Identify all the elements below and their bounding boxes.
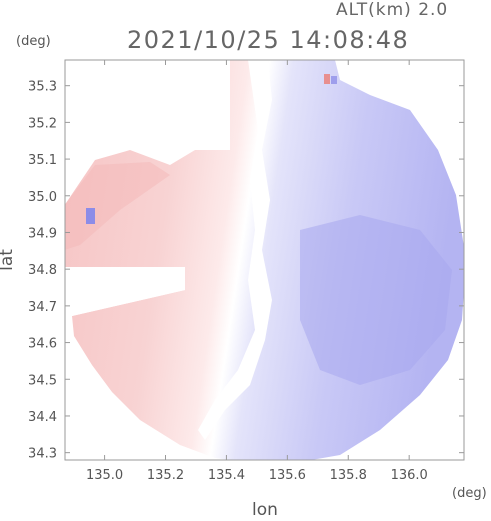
x-axis-label: lon xyxy=(252,500,278,520)
blue-spot-ne xyxy=(331,76,337,84)
y-tick-label: 35.0 xyxy=(28,190,57,205)
x-tick-label: 136.0 xyxy=(391,468,428,483)
plot-frame xyxy=(64,59,465,461)
x-tick-label: 135.4 xyxy=(208,468,245,483)
y-tick-label: 34.5 xyxy=(28,373,57,388)
y-tick-label: 34.9 xyxy=(28,226,57,241)
x-axis-ticks: 135.0 135.2 135.4 135.6 135.8 136.0 xyxy=(86,60,428,483)
radar-echo-area xyxy=(65,60,464,460)
x-tick-label: 135.0 xyxy=(86,468,123,483)
blue-spot xyxy=(86,208,95,224)
x-axis-unit: (deg) xyxy=(452,486,487,501)
gap-wedge xyxy=(65,267,185,318)
y-tick-label: 34.6 xyxy=(28,337,57,352)
y-axis-ticks: 34.3 34.4 34.5 34.6 34.7 34.8 34.9 35.0 35.1 35.2… xyxy=(28,80,464,462)
altitude-label: ALT(km) 2.0 xyxy=(336,0,449,20)
white-zero-line xyxy=(198,60,272,440)
y-tick-label: 34.3 xyxy=(28,447,57,462)
y-tick-label: 34.8 xyxy=(28,263,57,278)
y-tick-label: 35.3 xyxy=(28,80,57,95)
blue-core-region xyxy=(300,215,452,385)
y-axis-unit: (deg) xyxy=(16,34,51,49)
y-tick-label: 35.2 xyxy=(28,116,57,131)
y-tick-label: 34.4 xyxy=(28,410,57,425)
pink-west-region xyxy=(65,162,170,250)
y-tick-label: 34.7 xyxy=(28,300,57,315)
y-tick-label: 35.1 xyxy=(28,153,57,168)
timestamp-title: 2021/10/25 14:08:48 xyxy=(127,26,410,54)
red-spot xyxy=(324,74,330,84)
x-tick-label: 135.2 xyxy=(147,468,184,483)
x-tick-label: 135.6 xyxy=(269,468,306,483)
x-tick-label: 135.8 xyxy=(330,468,367,483)
